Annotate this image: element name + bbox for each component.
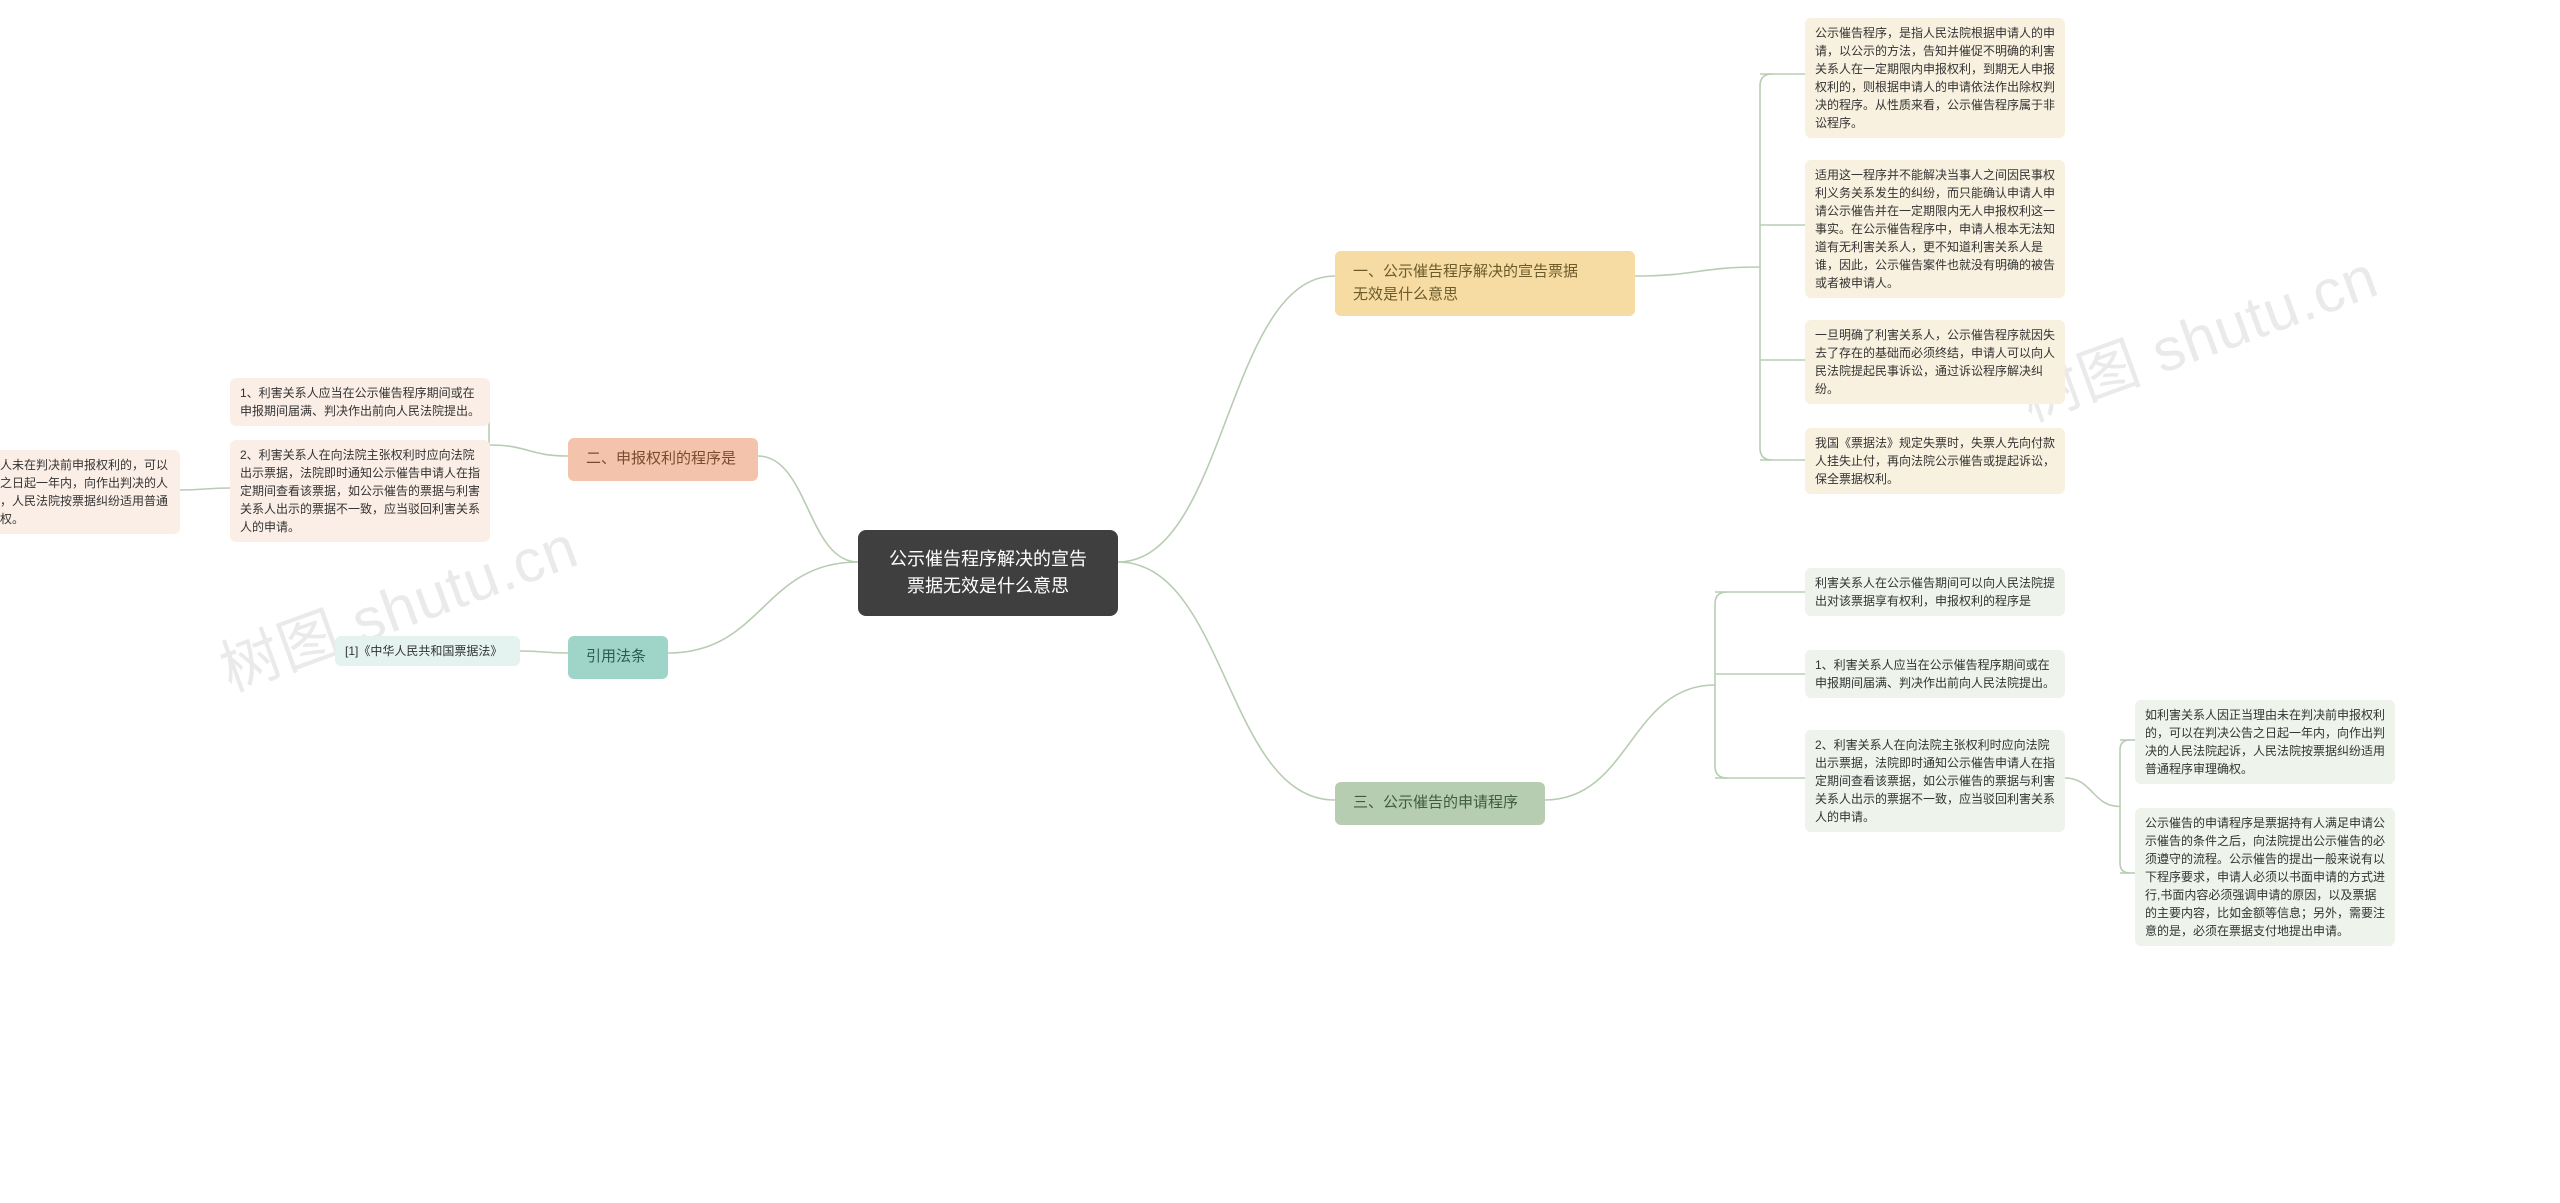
branch-node: 二、申报权利的程序是 [568, 438, 758, 481]
leaf-node: 2、利害关系人在向法院主张权利时应向法院出示票据，法院即时通知公示催告申请人在指… [1805, 730, 2065, 832]
leaf-node: 一旦明确了利害关系人，公示催告程序就因失去了存在的基础而必须终结，申请人可以向人… [1805, 320, 2065, 404]
connector-layer [0, 0, 2560, 1203]
leaf-node: 适用这一程序并不能解决当事人之间因民事权利义务关系发生的纠纷，而只能确认申请人申… [1805, 160, 2065, 298]
leaf-sub-node: 如利害关系人因正当理由未在判决前申报权利的，可以在判决公告之日起一年内，向作出判… [2135, 700, 2395, 784]
leaf-node: 2、利害关系人在向法院主张权利时应向法院出示票据，法院即时通知公示催告申请人在指… [230, 440, 490, 542]
leaf-node: [1]《中华人民共和国票据法》 [335, 636, 520, 666]
leaf-node: 1、利害关系人应当在公示催告程序期间或在申报期间届满、判决作出前向人民法院提出。 [1805, 650, 2065, 698]
branch-node: 三、公示催告的申请程序 [1335, 782, 1545, 825]
leaf-sub-node: 公示催告的申请程序是票据持有人满足申请公示催告的条件之后，向法院提出公示催告的必… [2135, 808, 2395, 946]
leaf-node: 1、利害关系人应当在公示催告程序期间或在申报期间届满、判决作出前向人民法院提出。 [230, 378, 490, 426]
root-node: 公示催告程序解决的宣告 票据无效是什么意思 [858, 530, 1118, 616]
leaf-node: 利害关系人在公示催告期间可以向人民法院提出对该票据享有权利，申报权利的程序是 [1805, 568, 2065, 616]
branch-node: 一、公示催告程序解决的宣告票据 无效是什么意思 [1335, 251, 1635, 316]
branch-node: 引用法条 [568, 636, 668, 679]
leaf-sub-node: 如利害关系人未在判决前申报权利的，可以在判决公告之日起一年内，向作出判决的人民法… [0, 450, 180, 534]
leaf-node: 公示催告程序，是指人民法院根据申请人的申请，以公示的方法，告知并催促不明确的利害… [1805, 18, 2065, 138]
leaf-node: 我国《票据法》规定失票时，失票人先向付款人挂失止付，再向法院公示催告或提起诉讼，… [1805, 428, 2065, 494]
